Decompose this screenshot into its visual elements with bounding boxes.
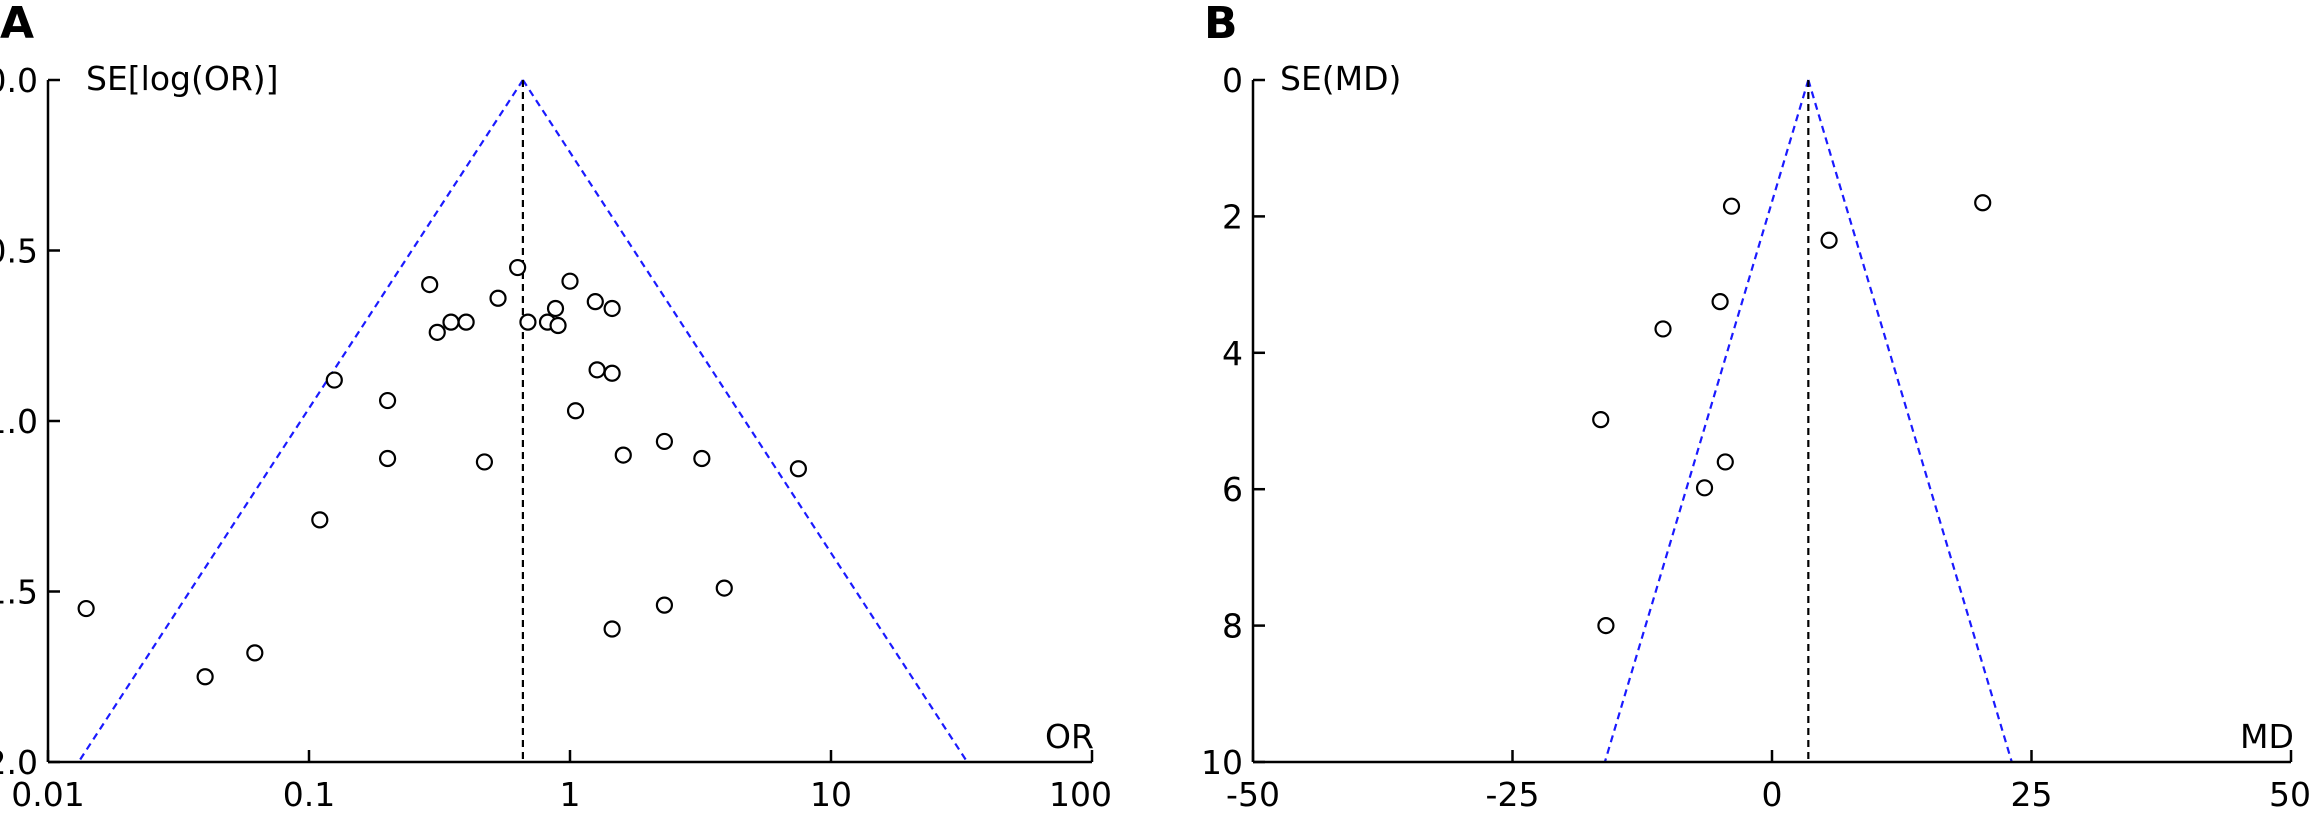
study-point (603, 299, 621, 318)
study-point (196, 668, 214, 686)
study-point (561, 272, 579, 290)
study-point (1711, 293, 1729, 311)
study-point (655, 596, 674, 614)
study-point (457, 313, 475, 331)
y-tick-label: 1.5 (0, 573, 38, 612)
study-point (442, 313, 460, 331)
study-point (789, 460, 807, 478)
panel-a-x-axis-title: OR (1045, 717, 1094, 756)
study-point (428, 323, 446, 341)
x-tick-label: 10 (810, 775, 852, 814)
panel-b-funnel-plot: B SE(MD) MD 0 2 4 6 8 10-50 -25 0 25 50 (1201, 0, 2311, 814)
panel-b-funnel-lines (1603, 79, 2013, 763)
funnel-right-boundary (1807, 79, 2013, 763)
study-point (509, 258, 527, 277)
study-point (378, 391, 397, 410)
study-point (566, 402, 585, 420)
study-point (715, 579, 733, 597)
panel-a-y-axis-title: SE[log(OR)] (86, 59, 279, 98)
study-point (549, 316, 567, 335)
y-tick-label: 10 (1201, 743, 1243, 782)
study-point (693, 449, 711, 468)
study-point (655, 432, 674, 451)
funnel-right-boundary (521, 79, 969, 763)
y-tick-label: 4 (1222, 334, 1243, 373)
study-point (1722, 197, 1741, 215)
x-tick-label: 100 (1049, 775, 1112, 814)
study-point (489, 289, 507, 307)
study-point (603, 364, 621, 382)
study-point (614, 446, 632, 464)
panel-a-funnel-plot: A SE[log(OR)] OR 0.0 0.5 1.0 1.5 2.00.01 0.1 1… (0, 0, 1112, 814)
y-tick-label: 2 (1222, 197, 1243, 236)
funnel-left-boundary (1603, 79, 1810, 763)
panel-a-label: A (0, 0, 34, 49)
panel-b-axes: 0 2 4 6 8 10-50 -25 0 25 50 (1201, 61, 2311, 814)
y-tick-label: 8 (1222, 607, 1243, 646)
panel-b-x-axis-title: MD (2240, 717, 2294, 756)
y-tick-label: 1.0 (0, 402, 38, 441)
study-point (311, 511, 329, 529)
y-tick-label: 0.5 (0, 232, 38, 271)
x-tick-label: 25 (2011, 775, 2053, 814)
study-point (1654, 320, 1672, 338)
y-tick-label: 2.0 (0, 743, 38, 782)
study-point (378, 449, 397, 468)
x-tick-label: 1 (560, 775, 581, 814)
study-point (1820, 231, 1838, 249)
study-point (1716, 453, 1734, 471)
study-point (603, 620, 621, 638)
x-tick-label: -25 (1486, 775, 1540, 814)
panel-a-axes: 0.0 0.5 1.0 1.5 2.00.01 0.1 1 10 100 (0, 61, 1112, 814)
panel-a-points (77, 258, 807, 686)
x-tick-label: 0.01 (11, 775, 84, 814)
study-point (546, 299, 565, 318)
x-tick-label: 0 (1762, 775, 1783, 814)
panel-b-label: B (1204, 0, 1238, 49)
study-point (325, 371, 343, 389)
study-point (519, 313, 537, 331)
x-tick-label: 50 (2269, 775, 2311, 814)
study-point (588, 361, 606, 379)
x-tick-label: -50 (1226, 775, 1280, 814)
y-tick-label: 0.0 (0, 61, 38, 100)
study-point (1592, 411, 1610, 429)
study-point (1974, 194, 1992, 212)
study-point (421, 276, 439, 294)
funnel-left-boundary (77, 79, 524, 763)
study-point (246, 644, 264, 662)
x-tick-label: 0.1 (283, 775, 335, 814)
study-point (1695, 479, 1714, 497)
study-point (586, 293, 604, 311)
y-tick-label: 0 (1222, 61, 1243, 100)
panel-b-points (1592, 194, 1992, 635)
study-point (1597, 616, 1615, 635)
y-tick-label: 6 (1222, 470, 1243, 509)
study-point (475, 453, 494, 471)
panel-b-y-axis-title: SE(MD) (1280, 59, 1401, 98)
study-point (77, 599, 95, 618)
panel-a-funnel-lines (77, 79, 969, 763)
